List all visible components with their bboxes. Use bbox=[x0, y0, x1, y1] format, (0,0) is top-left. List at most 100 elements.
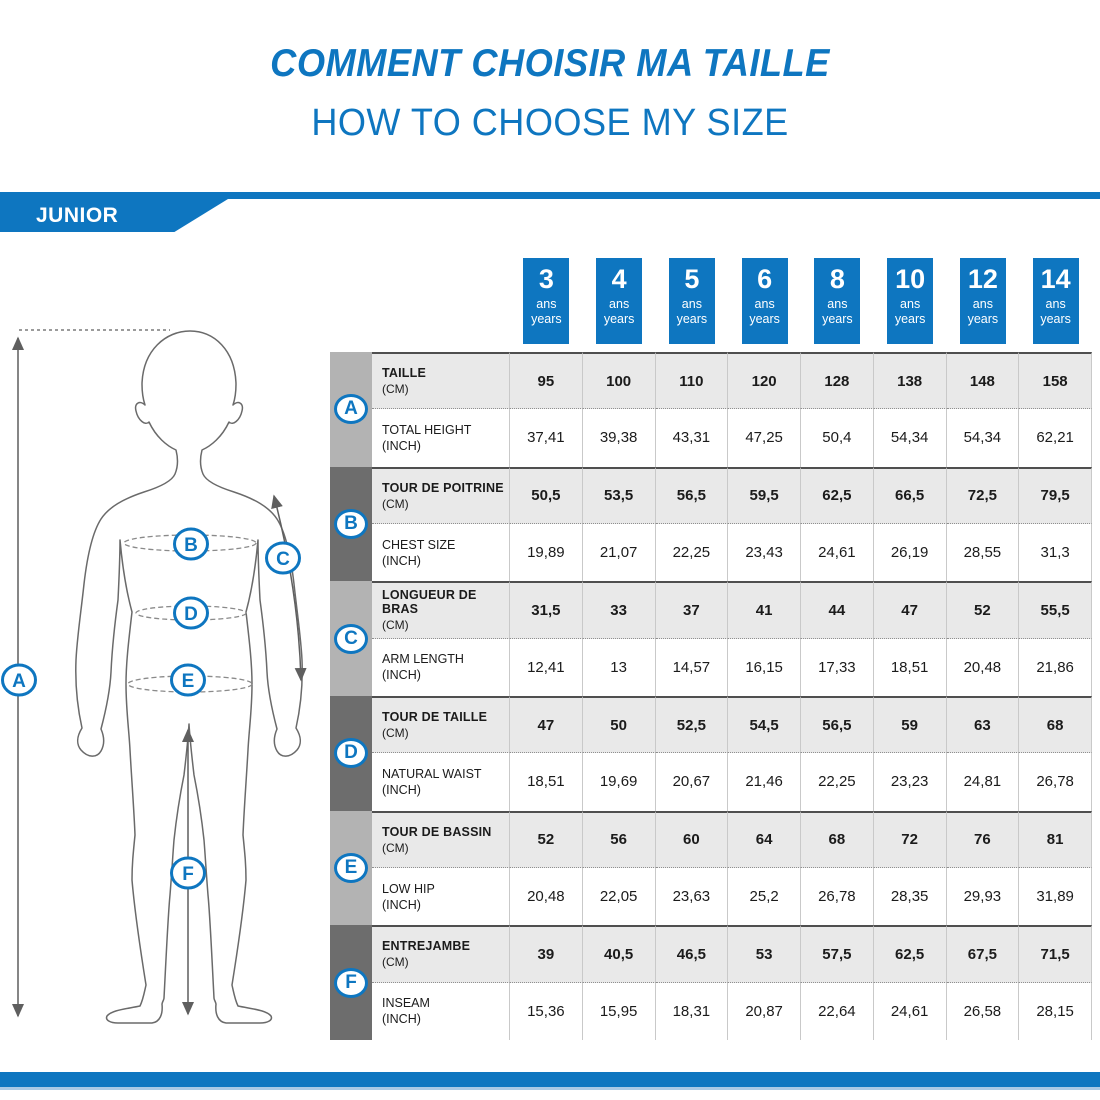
letter-badge: C bbox=[334, 623, 368, 654]
imperial-value-cell: 31,3 bbox=[1019, 523, 1092, 582]
age-column: 4 ans years bbox=[583, 258, 656, 346]
metric-value-cell: 76 bbox=[946, 810, 1020, 868]
imperial-value-cell: 28,15 bbox=[1019, 982, 1092, 1040]
age-number: 12 bbox=[967, 264, 998, 294]
age-column-header: 10 ans years bbox=[887, 258, 934, 344]
letter-badge: E bbox=[334, 852, 368, 883]
metric-value-cell: 47 bbox=[510, 695, 583, 754]
age-label-en: years bbox=[676, 312, 708, 326]
age-number: 6 bbox=[757, 264, 773, 294]
marker-badge-e: E bbox=[170, 663, 206, 697]
bottom-bar bbox=[0, 1072, 1100, 1087]
imperial-value-cell: 26,19 bbox=[873, 523, 947, 582]
age-column-header: 5 ans years bbox=[668, 258, 715, 344]
age-column: 14 ans years bbox=[1019, 258, 1092, 346]
metric-value-cell: 62,5 bbox=[801, 466, 874, 524]
metric-label: LONGUEUR DE BRAS bbox=[382, 588, 477, 617]
metric-value-cell: 52,5 bbox=[655, 695, 729, 754]
imperial-value-cell: 47,25 bbox=[728, 409, 801, 467]
metric-value-cell: 72 bbox=[873, 810, 947, 868]
metric-value-cell: 53 bbox=[728, 925, 801, 983]
marker-badge-f: F bbox=[170, 856, 206, 890]
imperial-value-cell: 29,93 bbox=[946, 867, 1020, 926]
metric-value-cell: 66,5 bbox=[873, 466, 947, 524]
metric-value-cell: 62,5 bbox=[873, 925, 947, 983]
age-column: 8 ans years bbox=[801, 258, 874, 346]
imperial-value-cell: 12,41 bbox=[510, 638, 583, 696]
imperial-label: LOW HIP bbox=[382, 881, 435, 896]
metric-value-cell: 110 bbox=[655, 352, 729, 410]
marker-badge-d: D bbox=[173, 596, 209, 630]
metric-value-cell: 50 bbox=[582, 695, 656, 754]
metric-value-cell: 47 bbox=[873, 581, 947, 639]
metric-value-cell: 56,5 bbox=[801, 695, 874, 754]
imperial-value-cell: 14,57 bbox=[655, 638, 729, 696]
age-label-en: years bbox=[1040, 312, 1071, 326]
imperial-value-cell: 26,58 bbox=[946, 982, 1020, 1040]
imperial-value-cell: 25,2 bbox=[728, 867, 801, 926]
metric-value-cell: 81 bbox=[1019, 810, 1092, 868]
age-column-header: 14 ans years bbox=[1032, 258, 1079, 344]
metric-unit: (CM) bbox=[382, 726, 409, 741]
metric-value-cell: 138 bbox=[873, 352, 947, 410]
imperial-value-cell: 18,51 bbox=[510, 753, 583, 811]
imperial-value-cell: 54,34 bbox=[946, 409, 1020, 467]
imperial-value-cell: 20,48 bbox=[946, 638, 1020, 696]
metric-label-cell: TOUR DE POITRINE (CM) bbox=[372, 466, 510, 524]
imperial-value-cell: 21,07 bbox=[582, 523, 656, 582]
imperial-value-cell: 22,05 bbox=[582, 867, 656, 926]
bottom-bar-underline bbox=[0, 1087, 1100, 1090]
hip-measure-ellipse bbox=[127, 675, 253, 693]
age-number: 14 bbox=[1040, 264, 1071, 294]
age-column-header: 6 ans years bbox=[741, 258, 788, 344]
metric-label: TAILLE bbox=[382, 366, 427, 381]
metric-unit: (CM) bbox=[382, 840, 409, 855]
metric-value-cell: 44 bbox=[801, 581, 874, 639]
imperial-value-cell: 24,61 bbox=[801, 523, 874, 582]
imperial-label: TOTAL HEIGHT bbox=[382, 422, 472, 437]
age-column-header: 4 ans years bbox=[596, 258, 643, 344]
imperial-value-cell: 22,25 bbox=[655, 523, 729, 582]
imperial-label: CHEST SIZE bbox=[382, 537, 456, 552]
metric-label-cell: LONGUEUR DE BRAS (CM) bbox=[372, 581, 510, 639]
age-label-en: years bbox=[894, 312, 926, 326]
letter-cell: E bbox=[330, 810, 372, 926]
svg-text:C: C bbox=[276, 549, 290, 570]
metric-value-cell: 50,5 bbox=[510, 466, 583, 524]
metric-value-cell: 63 bbox=[946, 695, 1020, 754]
svg-text:B: B bbox=[184, 535, 198, 556]
imperial-label: INSEAM bbox=[382, 996, 430, 1011]
metric-value-cell: 33 bbox=[582, 581, 656, 639]
age-column-header: 12 ans years bbox=[959, 258, 1006, 344]
age-column: 5 ans years bbox=[656, 258, 729, 346]
metric-value-cell: 40,5 bbox=[582, 925, 656, 983]
svg-text:D: D bbox=[184, 604, 198, 625]
metric-label-cell: ENTREJAMBE (CM) bbox=[372, 925, 510, 983]
age-column: 3 ans years bbox=[510, 258, 583, 346]
metric-value-cell: 120 bbox=[728, 352, 801, 410]
metric-label: TOUR DE BASSIN bbox=[382, 824, 492, 839]
age-label-fr: ans bbox=[972, 297, 993, 311]
metric-unit: (CM) bbox=[382, 955, 409, 970]
age-label-fr: ans bbox=[609, 297, 630, 311]
arm-length-arrow bbox=[271, 494, 307, 682]
imperial-value-cell: 39,38 bbox=[582, 409, 656, 467]
svg-text:A: A bbox=[12, 671, 26, 692]
svg-text:E: E bbox=[182, 671, 195, 692]
imperial-label-cell: TOTAL HEIGHT (INCH) bbox=[372, 409, 510, 467]
imperial-value-cell: 13 bbox=[582, 638, 656, 696]
age-number: 5 bbox=[684, 264, 700, 294]
imperial-value-cell: 23,23 bbox=[873, 753, 947, 811]
metric-value-cell: 37 bbox=[655, 581, 729, 639]
letter-badge: A bbox=[334, 394, 368, 425]
imperial-value-cell: 22,64 bbox=[801, 982, 874, 1040]
imperial-value-cell: 22,25 bbox=[801, 753, 874, 811]
imperial-value-cell: 26,78 bbox=[801, 867, 874, 926]
metric-value-cell: 46,5 bbox=[655, 925, 729, 983]
imperial-unit: (INCH) bbox=[382, 897, 421, 912]
metric-value-cell: 41 bbox=[728, 581, 801, 639]
imperial-value-cell: 31,89 bbox=[1019, 867, 1092, 926]
metric-value-cell: 148 bbox=[946, 352, 1020, 410]
imperial-unit: (INCH) bbox=[382, 553, 421, 568]
imperial-value-cell: 19,89 bbox=[510, 523, 583, 582]
